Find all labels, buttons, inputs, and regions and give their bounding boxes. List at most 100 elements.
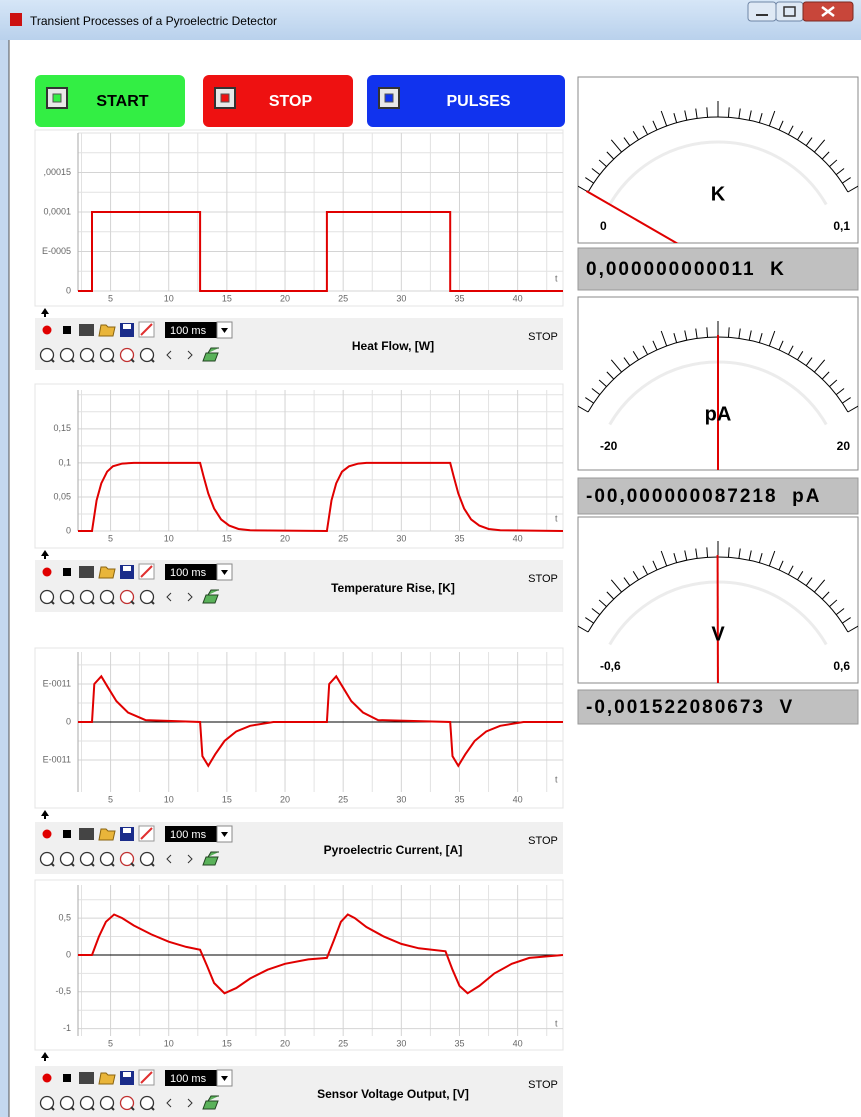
zoom-icon[interactable] bbox=[119, 1095, 135, 1111]
open-icon[interactable] bbox=[98, 1072, 116, 1085]
scroll-right[interactable] bbox=[187, 350, 193, 360]
interval-combo[interactable] bbox=[165, 564, 217, 580]
meter-scale-max: 0,6 bbox=[833, 659, 850, 673]
zoom-icon[interactable] bbox=[59, 1095, 75, 1111]
interval-combo[interactable] bbox=[165, 322, 217, 338]
zoom-icon[interactable] bbox=[139, 851, 155, 867]
record-icon[interactable] bbox=[42, 1073, 52, 1083]
open-icon[interactable] bbox=[98, 828, 116, 841]
zoom-icon[interactable] bbox=[39, 589, 55, 605]
meter-scale-tick bbox=[847, 405, 858, 413]
x-tick-label: 40 bbox=[513, 533, 523, 543]
interval-combo[interactable] bbox=[165, 826, 217, 842]
zoom-icon[interactable] bbox=[59, 589, 75, 605]
x-tick-label: 10 bbox=[164, 293, 174, 303]
zoom-icon[interactable] bbox=[139, 347, 155, 363]
zoom-icon[interactable] bbox=[139, 589, 155, 605]
meter-scale-max: 0,1 bbox=[833, 219, 850, 233]
meter-scale-tick bbox=[578, 185, 589, 193]
scroll-left[interactable] bbox=[166, 592, 172, 602]
meter-scale-tick bbox=[585, 397, 594, 404]
erase-icon[interactable] bbox=[202, 589, 219, 604]
zoom-icon[interactable] bbox=[99, 851, 115, 867]
print-icon[interactable] bbox=[79, 1072, 94, 1084]
button[interactable] bbox=[367, 75, 565, 127]
meter-scale-tick bbox=[805, 577, 813, 586]
zoom-icon[interactable] bbox=[79, 1095, 95, 1111]
x-axis-label: t bbox=[555, 774, 558, 784]
save-icon-label bbox=[123, 324, 131, 329]
meter-scale-tick bbox=[642, 345, 649, 355]
scroll-left[interactable] bbox=[166, 854, 172, 864]
scroll-left[interactable] bbox=[166, 1098, 172, 1108]
plot-body: 5 10 15 20 25 30 35 40 -1 -0,5 0 0,5 t bbox=[55, 885, 563, 1048]
x-tick-label: 20 bbox=[280, 533, 290, 543]
scroll-up-arrow[interactable] bbox=[41, 810, 49, 819]
scroll-right[interactable] bbox=[187, 1098, 193, 1108]
stop-icon[interactable] bbox=[63, 568, 71, 576]
meter-scale-tick bbox=[847, 185, 858, 193]
y-tick-label: 0,15 bbox=[53, 423, 71, 433]
meter-scale-tick bbox=[768, 550, 776, 567]
zoom-icon[interactable] bbox=[99, 1095, 115, 1111]
stop-icon[interactable] bbox=[63, 1074, 71, 1082]
stop-icon[interactable] bbox=[63, 830, 71, 838]
combo-arrow bbox=[221, 570, 228, 575]
scroll-up-arrow[interactable] bbox=[41, 1052, 49, 1061]
zoom-icon[interactable] bbox=[79, 851, 95, 867]
y-tick-label: 0,05 bbox=[53, 491, 71, 501]
zoom-icon[interactable] bbox=[39, 851, 55, 867]
readout-value: 0,000000000011 K bbox=[586, 259, 786, 280]
erase-icon[interactable] bbox=[202, 1095, 219, 1110]
open-icon[interactable] bbox=[98, 324, 116, 337]
x-tick-label: 30 bbox=[396, 1038, 406, 1048]
print-icon[interactable] bbox=[79, 566, 94, 578]
button[interactable] bbox=[203, 75, 353, 127]
record-icon[interactable] bbox=[42, 567, 52, 577]
zoom-icon[interactable] bbox=[99, 589, 115, 605]
curve bbox=[78, 674, 563, 768]
zoom-icon[interactable] bbox=[39, 1095, 55, 1111]
zoom-icon[interactable] bbox=[99, 347, 115, 363]
meter-scale-tick bbox=[652, 560, 658, 571]
button-label: START bbox=[96, 93, 148, 110]
print-icon[interactable] bbox=[79, 828, 94, 840]
zoom-icon[interactable] bbox=[79, 589, 95, 605]
scroll-up-arrow[interactable] bbox=[41, 550, 49, 559]
zoom-icon-handle bbox=[90, 600, 95, 605]
scroll-up-arrow[interactable] bbox=[41, 308, 49, 317]
zoom-icon-handle bbox=[90, 862, 95, 867]
record-icon[interactable] bbox=[42, 829, 52, 839]
readout-value: -00,000000087218 pA bbox=[586, 486, 821, 507]
zoom-icon-handle bbox=[50, 358, 55, 363]
zoom-icon[interactable] bbox=[59, 851, 75, 867]
print-icon[interactable] bbox=[79, 324, 94, 336]
stop-icon[interactable] bbox=[63, 326, 71, 334]
readout-box bbox=[577, 477, 859, 515]
zoom-icon[interactable] bbox=[119, 589, 135, 605]
scroll-right[interactable] bbox=[187, 854, 193, 864]
zoom-icon[interactable] bbox=[59, 347, 75, 363]
open-icon[interactable] bbox=[98, 566, 116, 579]
scroll-left[interactable] bbox=[166, 350, 172, 360]
x-tick-label: 40 bbox=[513, 794, 523, 804]
minimize-button[interactable] bbox=[747, 1, 777, 22]
erase-icon[interactable] bbox=[202, 347, 219, 362]
zoom-icon[interactable] bbox=[139, 1095, 155, 1111]
scroll-right[interactable] bbox=[187, 592, 193, 602]
meter-scale-tick bbox=[623, 357, 631, 366]
interval-combo[interactable] bbox=[165, 1070, 217, 1086]
zoom-icon[interactable] bbox=[39, 347, 55, 363]
erase-icon[interactable] bbox=[202, 851, 219, 866]
zoom-icon[interactable] bbox=[119, 851, 135, 867]
y-tick-label: E-0011 bbox=[43, 754, 71, 764]
meter-scale-tick bbox=[598, 379, 607, 388]
zoom-icon[interactable] bbox=[119, 347, 135, 363]
zoom-icon-handle bbox=[70, 1106, 75, 1111]
button-icon-core bbox=[52, 93, 62, 103]
record-icon[interactable] bbox=[42, 325, 52, 335]
combo-arrow bbox=[221, 328, 228, 333]
zoom-icon[interactable] bbox=[79, 347, 95, 363]
button[interactable] bbox=[35, 75, 185, 127]
maximize-button[interactable] bbox=[775, 1, 804, 22]
